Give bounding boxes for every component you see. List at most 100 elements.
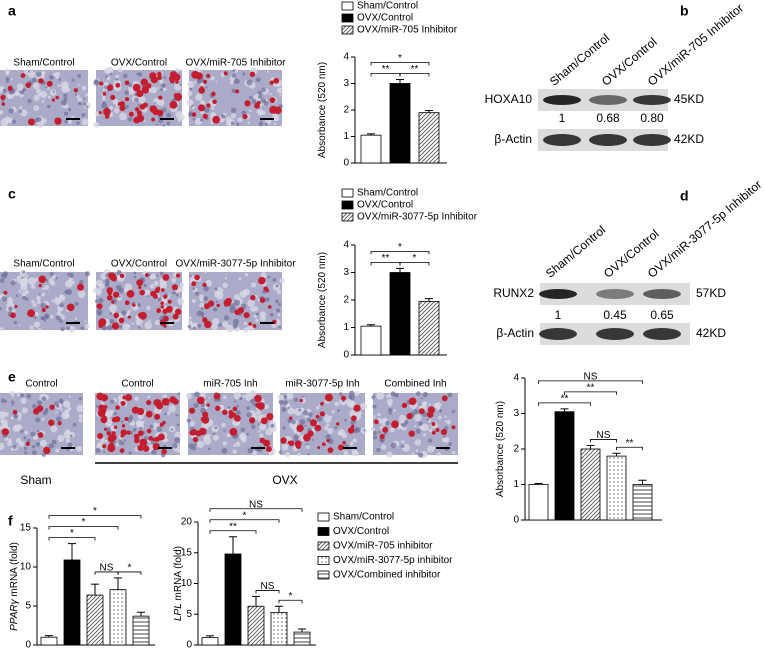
y-tick-label: 1 (513, 479, 519, 490)
cell (257, 298, 260, 302)
cell (265, 297, 270, 302)
cell (246, 406, 250, 410)
lipid-droplet (206, 73, 211, 78)
cell (329, 415, 333, 418)
bar (40, 636, 58, 646)
cell (34, 311, 39, 317)
lipid-droplet (162, 420, 166, 425)
cell (113, 411, 117, 416)
cell (5, 72, 9, 76)
cell (78, 396, 82, 401)
cell (438, 415, 442, 420)
lipid-droplet (120, 401, 126, 406)
lipid-droplet (249, 71, 256, 78)
lipid-droplet (38, 275, 47, 284)
cell (257, 90, 263, 95)
cell (233, 324, 238, 329)
cell (298, 408, 301, 412)
cell (417, 421, 423, 426)
cell (76, 121, 80, 125)
cell (61, 85, 69, 93)
cell (34, 117, 39, 123)
cell (287, 406, 290, 410)
cell (57, 84, 61, 88)
significance-bracket (48, 515, 142, 519)
lipid-droplet (113, 425, 118, 429)
legend-swatch (341, 1, 354, 11)
cell (303, 410, 309, 416)
cell (134, 396, 139, 401)
cell (441, 437, 447, 443)
cell (19, 106, 23, 110)
cell (414, 439, 422, 446)
lipid-droplet (309, 419, 317, 427)
cell (69, 434, 73, 438)
cell (239, 290, 247, 298)
cell (127, 310, 131, 314)
y-tick-label: 3 (343, 78, 349, 89)
lipid-droplet (324, 393, 333, 402)
cell (100, 438, 105, 443)
legend-swatch (317, 527, 330, 536)
cell (257, 423, 261, 426)
cell (20, 397, 27, 404)
cell (372, 415, 376, 419)
cell (411, 452, 415, 456)
significance-label: ** (382, 253, 390, 264)
significance-label: NS (261, 581, 275, 592)
cell (189, 87, 193, 91)
significance-bracket (370, 250, 430, 255)
cell (55, 448, 60, 453)
cell (121, 310, 127, 316)
lipid-droplet (96, 392, 104, 401)
cell (157, 297, 162, 302)
cell (16, 275, 24, 284)
cell (304, 424, 307, 427)
cell (101, 102, 108, 109)
lipid-droplet (100, 416, 108, 424)
cell (232, 318, 239, 325)
cell (253, 314, 258, 319)
cell (0, 419, 5, 423)
lipid-droplet (172, 313, 179, 320)
cell (23, 436, 27, 440)
lipid-droplet (108, 272, 116, 280)
lipid-droplet (174, 308, 182, 316)
cell (371, 395, 376, 400)
lipid-droplet (169, 396, 177, 404)
lipid-droplet (7, 85, 13, 91)
cell (264, 122, 268, 126)
cell (64, 119, 69, 124)
cell (74, 317, 77, 321)
lipid-droplet (192, 436, 199, 443)
bar (528, 484, 549, 521)
cell (163, 394, 168, 399)
y-tick-label: 15 (20, 523, 32, 534)
cell (136, 72, 139, 75)
cell (255, 312, 259, 316)
lipid-droplet (154, 288, 160, 294)
lipid-droplet (223, 71, 228, 76)
cell (179, 282, 185, 287)
cell (378, 430, 381, 434)
cell (230, 113, 237, 119)
lipid-droplet (46, 80, 53, 87)
lipid-droplet (295, 443, 301, 449)
cell (244, 393, 253, 401)
lipid-droplet (139, 289, 146, 296)
cell (242, 72, 246, 76)
cell (59, 412, 62, 415)
cell (141, 421, 145, 424)
significance-bracket (538, 402, 591, 406)
lipid-droplet (120, 429, 127, 436)
cell (38, 327, 42, 331)
cell (337, 409, 340, 412)
cell (166, 121, 171, 126)
significance-bracket (590, 439, 617, 443)
lipid-droplet (77, 283, 84, 291)
lipid-droplet (125, 393, 133, 402)
lipid-droplet (127, 315, 131, 319)
lipid-droplet (138, 312, 144, 318)
quant-label: 0.80 (640, 111, 664, 125)
cell (55, 276, 58, 280)
